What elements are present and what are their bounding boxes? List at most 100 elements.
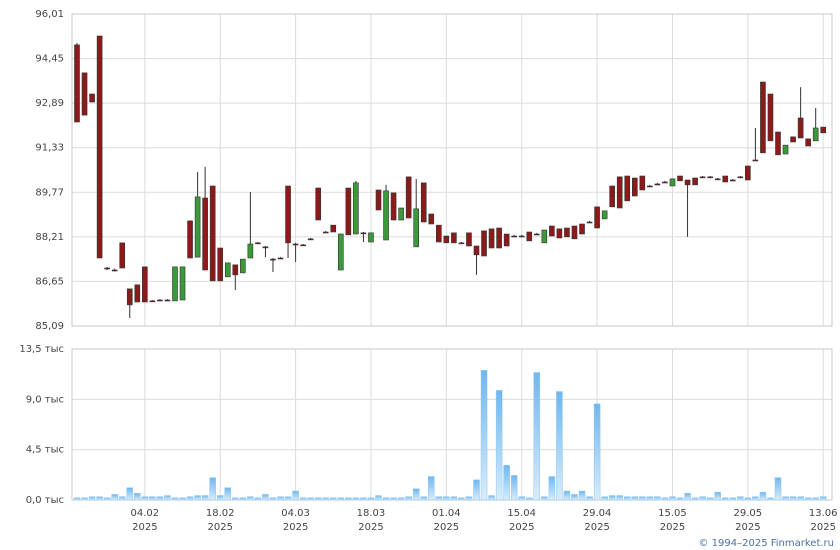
candle-body bbox=[262, 246, 269, 249]
candle-body bbox=[549, 225, 555, 237]
volume-bar bbox=[503, 465, 510, 501]
volume-bar bbox=[435, 496, 443, 501]
volume-bar bbox=[586, 496, 593, 501]
candle-body bbox=[571, 225, 578, 240]
volume-bar bbox=[601, 496, 608, 501]
volume-bar bbox=[209, 477, 216, 501]
candle-body bbox=[669, 178, 676, 187]
x-tick-label: 15.04 bbox=[507, 508, 536, 519]
candle-body bbox=[81, 72, 88, 116]
volume-bar bbox=[510, 475, 518, 501]
volume-bar bbox=[375, 495, 382, 501]
candle-body bbox=[533, 233, 540, 236]
candle-body bbox=[436, 224, 442, 243]
candle-body bbox=[601, 210, 608, 220]
volume-bar bbox=[420, 496, 427, 501]
candle-body bbox=[782, 144, 789, 155]
volume-bar bbox=[96, 496, 103, 501]
volume-bar bbox=[654, 496, 661, 501]
candle-body bbox=[541, 229, 548, 244]
volume-bar bbox=[624, 496, 631, 501]
volume-bar bbox=[804, 497, 812, 501]
candle-body bbox=[240, 258, 246, 274]
x-year-label: 2025 bbox=[584, 522, 609, 533]
candle-body bbox=[458, 242, 465, 245]
volume-bar bbox=[797, 496, 804, 501]
volume-bar bbox=[556, 391, 563, 501]
x-year-label: 2025 bbox=[283, 522, 308, 533]
x-tick-label: 04.03 bbox=[281, 508, 310, 519]
volume-bar bbox=[789, 496, 797, 501]
candle-body bbox=[277, 257, 284, 260]
candle-body bbox=[654, 183, 661, 186]
candle-body bbox=[579, 223, 585, 235]
volume-bar bbox=[646, 496, 654, 501]
candle-body bbox=[300, 244, 306, 247]
volume-bar bbox=[247, 496, 254, 501]
volume-bar bbox=[367, 497, 375, 501]
candle-body bbox=[292, 243, 299, 246]
y-tick-label: 94,45 bbox=[35, 54, 64, 65]
candle-body bbox=[89, 93, 95, 103]
volume-bar bbox=[81, 497, 88, 501]
volume-bar bbox=[73, 497, 81, 501]
volume-bar bbox=[473, 479, 480, 501]
volume-bar bbox=[330, 497, 337, 501]
y-tick-label: 86,65 bbox=[35, 276, 64, 287]
candle-body bbox=[586, 221, 593, 224]
volume-bar bbox=[737, 496, 744, 501]
candle-body bbox=[126, 288, 133, 306]
volume-bar bbox=[608, 495, 616, 501]
volume-bar bbox=[186, 496, 194, 501]
candle-body bbox=[383, 190, 389, 241]
volume-tick-label: 4,5 тыс bbox=[26, 445, 64, 456]
volume-bar bbox=[450, 496, 458, 501]
candle-body bbox=[714, 178, 721, 181]
x-tick-label: 01.04 bbox=[432, 508, 461, 519]
volume-bar bbox=[639, 496, 646, 501]
candle-body bbox=[413, 208, 419, 248]
candle-body bbox=[405, 176, 412, 219]
volume-bar bbox=[706, 497, 714, 501]
candle-body bbox=[353, 182, 359, 235]
candle-body bbox=[187, 220, 193, 259]
x-year-label: 2025 bbox=[132, 522, 157, 533]
volume-bar bbox=[262, 494, 269, 501]
candle-body bbox=[255, 242, 261, 245]
volume-bar bbox=[352, 497, 360, 501]
volume-bar bbox=[314, 497, 322, 501]
volume-bar bbox=[164, 495, 171, 501]
candle-body bbox=[443, 235, 450, 244]
candle-body bbox=[209, 185, 216, 282]
candle-body bbox=[217, 247, 224, 282]
volume-bar bbox=[216, 495, 224, 501]
price-frame bbox=[71, 13, 833, 327]
candle-body bbox=[390, 192, 397, 221]
candle-body bbox=[330, 224, 337, 233]
x-tick-label: 04.02 bbox=[131, 508, 160, 519]
volume-bar bbox=[691, 497, 699, 501]
volume-bar bbox=[239, 497, 247, 501]
volume-bar bbox=[201, 495, 209, 501]
candle-body bbox=[707, 176, 713, 179]
volume-bar bbox=[616, 495, 623, 501]
candle-body bbox=[473, 245, 480, 256]
volume-bar bbox=[465, 496, 473, 501]
volume-bar bbox=[548, 476, 556, 501]
volume-bar bbox=[495, 390, 503, 501]
candle-body bbox=[157, 299, 163, 302]
candle-body bbox=[812, 127, 819, 142]
candle-body bbox=[285, 185, 291, 244]
candle-body bbox=[466, 232, 472, 247]
candle-body bbox=[684, 179, 691, 186]
candle-body bbox=[594, 206, 600, 229]
volume-bar bbox=[405, 496, 412, 501]
candle-body bbox=[360, 232, 367, 235]
volume-bar bbox=[179, 497, 186, 501]
volume-bar bbox=[360, 497, 367, 501]
x-tick-label: 18.02 bbox=[206, 508, 235, 519]
candle-body bbox=[556, 228, 563, 239]
x-tick-label: 29.04 bbox=[583, 508, 612, 519]
copyright: © 1994–2025 Finmarket.ru bbox=[698, 538, 834, 549]
candle-body bbox=[677, 175, 683, 182]
